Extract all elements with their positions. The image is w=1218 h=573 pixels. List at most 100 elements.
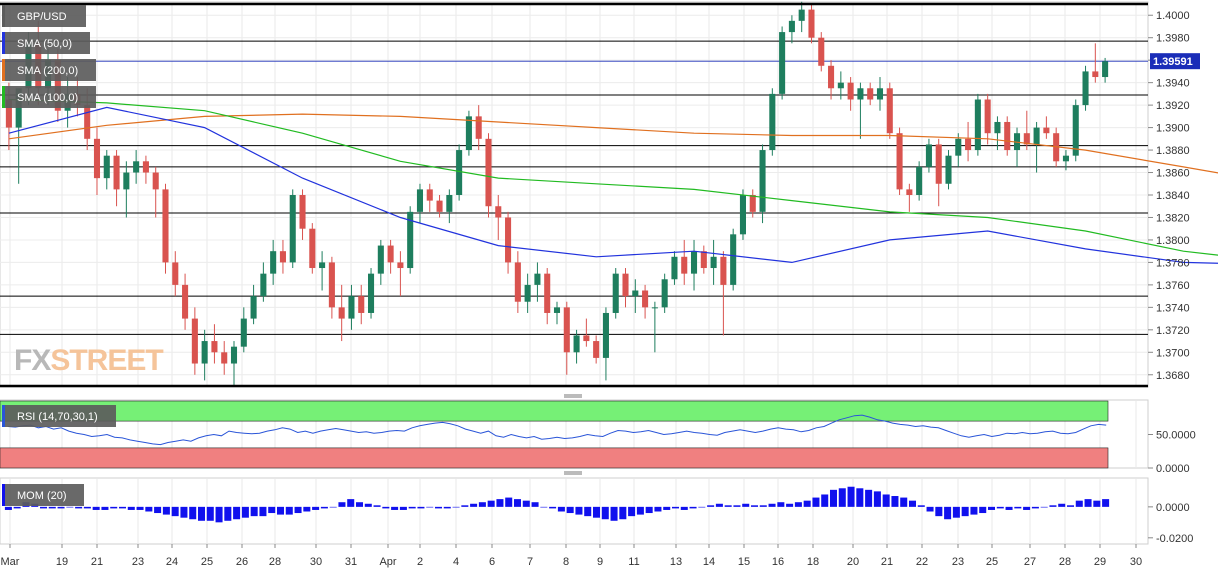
candle-body	[847, 82, 854, 100]
price-tick-label: 1.3840	[1156, 190, 1190, 202]
candle	[965, 121, 972, 162]
mom-bar	[610, 506, 618, 521]
candle-body	[328, 262, 335, 308]
legend-rsi-label: RSI (14,70,30,1)	[17, 411, 98, 423]
candle-body	[573, 335, 580, 353]
candle-body	[1082, 71, 1089, 106]
mom-bar	[742, 503, 750, 507]
candle	[534, 262, 541, 302]
candle-body	[84, 105, 91, 139]
candle	[553, 301, 561, 325]
candle-body	[279, 251, 286, 263]
mom-bar	[154, 506, 162, 514]
candle	[896, 127, 903, 195]
rsi-overbought-band	[0, 400, 1109, 422]
x-tick-label: 22	[916, 556, 928, 568]
candle	[857, 82, 864, 139]
candle-body	[886, 88, 893, 134]
legend-mom[interactable]: MOM (20)	[2, 484, 84, 506]
legend-sma50[interactable]: SMA (50,0)	[2, 32, 90, 54]
candle-body	[837, 82, 844, 89]
candle-body	[221, 352, 228, 364]
candle-body	[925, 144, 932, 167]
mom-bar	[829, 489, 838, 507]
candle	[211, 324, 218, 364]
price-tick-label: 1.4000	[1156, 10, 1190, 22]
candle	[632, 279, 639, 313]
legend-sma100[interactable]: SMA (100,0)	[2, 86, 96, 108]
candle	[749, 189, 756, 218]
x-tick-label: 19	[56, 556, 68, 568]
mom-bar	[654, 506, 662, 512]
mom-bar	[628, 506, 636, 517]
mom-bar	[145, 506, 153, 512]
candle	[182, 273, 189, 330]
legend-title-pair[interactable]: GBP/USD	[2, 5, 86, 27]
x-tick-label: 15	[738, 556, 750, 568]
mom-bar	[118, 506, 127, 509]
legend-sma200[interactable]: SMA (200,0)	[2, 59, 96, 81]
panel-splitter-2[interactable]	[564, 471, 582, 475]
candle-body	[720, 256, 727, 285]
mom-bar	[1023, 506, 1031, 510]
mom-bar	[110, 506, 118, 509]
x-tick-label: 16	[772, 556, 784, 568]
price-tick-label: 1.3700	[1156, 347, 1190, 359]
candle	[945, 150, 952, 190]
mom-bar	[1014, 506, 1022, 509]
candle	[1004, 116, 1011, 156]
x-tick-label: 31	[345, 556, 357, 568]
price-tick-label: 1.3680	[1156, 370, 1190, 382]
candle-body	[867, 88, 874, 100]
mom-bar	[847, 486, 855, 507]
candle-body	[935, 144, 942, 184]
mom-bar	[382, 506, 390, 509]
candle-body	[818, 37, 825, 66]
candle-body	[661, 279, 668, 308]
x-tick-label: 24	[166, 556, 178, 568]
x-tick-label: 18	[807, 556, 819, 568]
x-tick-label: 4	[453, 556, 459, 568]
candle	[162, 183, 169, 274]
candle	[270, 239, 277, 285]
mom-bar	[399, 506, 407, 510]
candle	[368, 268, 375, 319]
panel-splitter-1[interactable]	[564, 394, 582, 398]
candle-body	[759, 150, 766, 212]
mom-bar	[1075, 500, 1083, 507]
candle-body	[348, 296, 355, 319]
rsi-panel: 50.0000 0.0000 RSI (14,70,30,1)	[0, 399, 1196, 475]
candle	[798, 1, 805, 33]
mom-axis: 0.0000 -0.0200	[1148, 502, 1193, 545]
candle-body	[798, 9, 805, 21]
candle	[828, 60, 835, 100]
candle	[1072, 99, 1079, 162]
price-tick-label: 1.3900	[1156, 123, 1190, 135]
mom-bar	[233, 506, 241, 520]
mom-bar	[162, 506, 170, 515]
x-tick-label: 21	[91, 556, 103, 568]
legend-rsi[interactable]: RSI (14,70,30,1)	[2, 405, 116, 427]
mom-bar	[821, 494, 829, 507]
mom-bar	[417, 506, 425, 509]
x-tick-label: 6	[489, 556, 495, 568]
candle	[103, 150, 110, 190]
candle	[837, 71, 844, 100]
candle-body	[1102, 61, 1109, 78]
candle-body	[289, 195, 296, 263]
mom-bar	[715, 503, 723, 507]
mom-bar	[1049, 505, 1057, 507]
mom-bar	[944, 506, 952, 520]
x-tick-label: 29	[1094, 556, 1106, 568]
candle-body	[201, 341, 208, 364]
candle	[700, 245, 707, 274]
candle	[808, 4, 815, 44]
mom-bar	[619, 506, 627, 520]
candle-body	[965, 138, 972, 151]
mom-bar	[75, 506, 83, 509]
x-tick-label: 25	[201, 556, 213, 568]
mom-bar	[891, 496, 899, 507]
x-tick-label: 27	[1024, 556, 1036, 568]
mom-bar	[329, 506, 337, 508]
candle	[201, 329, 208, 381]
